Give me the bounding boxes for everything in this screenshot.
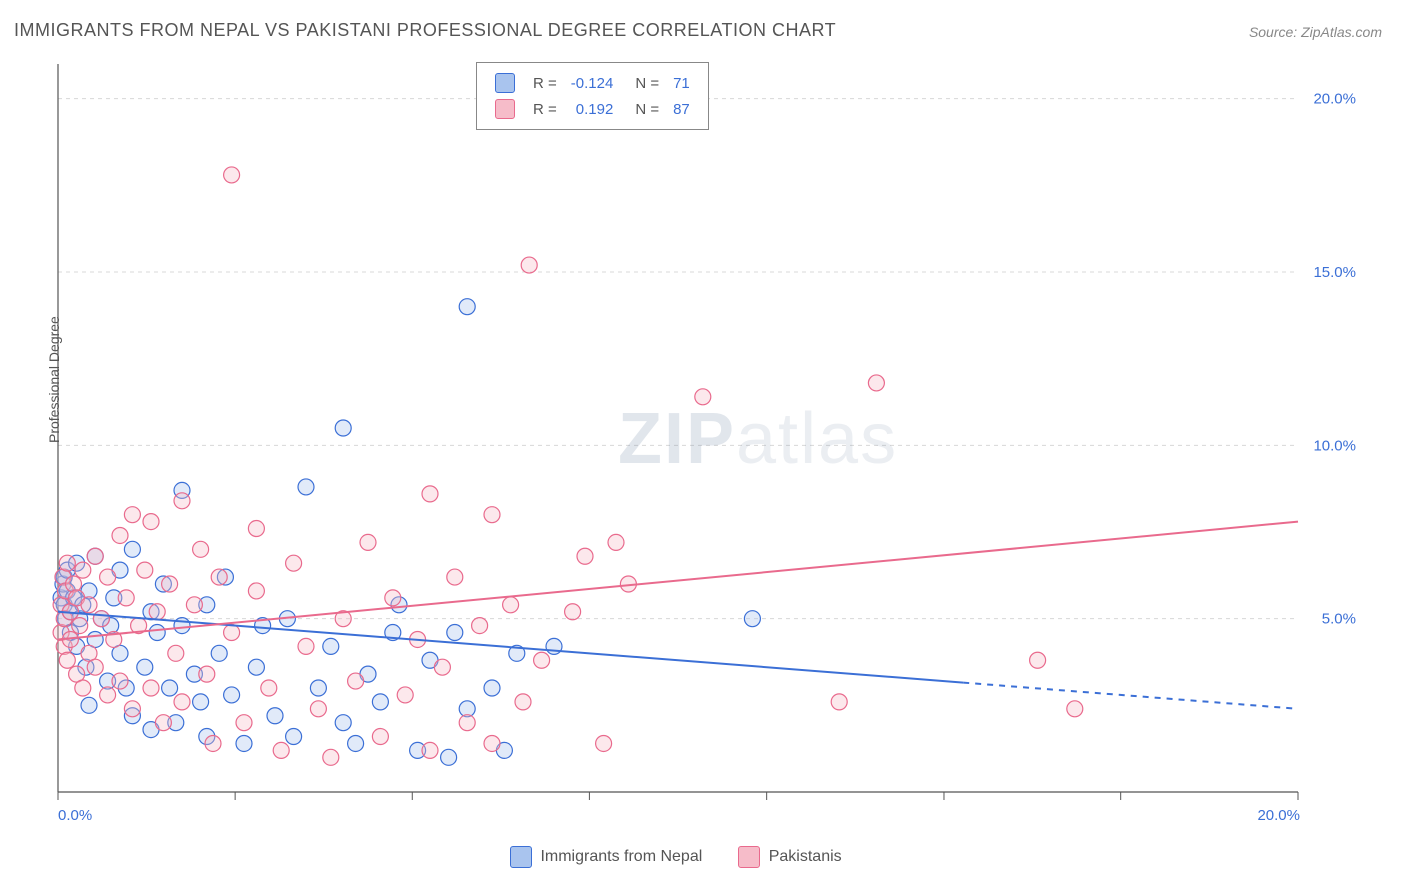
legend-label-pakistani: Pakistanis: [769, 848, 842, 865]
legend-N-value-nepal: 71: [667, 71, 696, 95]
stats-legend: R =-0.124N =71 R =0.192N =87: [476, 62, 709, 130]
y-axis-label: Professional Degree: [46, 316, 62, 443]
legend-swatch-nepal: [495, 73, 515, 93]
legend-R-value-pakistani: 0.192: [565, 97, 620, 121]
svg-text:15.0%: 15.0%: [1313, 264, 1356, 281]
legend-item-pakistani: Pakistanis: [738, 848, 841, 865]
series-legend: Immigrants from Nepal Pakistanis: [510, 846, 878, 868]
svg-text:20.0%: 20.0%: [1257, 807, 1300, 824]
legend-R-value-nepal: -0.124: [565, 71, 620, 95]
chart-title: IMMIGRANTS FROM NEPAL VS PAKISTANI PROFE…: [14, 20, 836, 41]
legend-N-label: N =: [621, 71, 665, 95]
svg-text:20.0%: 20.0%: [1313, 91, 1356, 108]
legend-label-nepal: Immigrants from Nepal: [540, 848, 702, 865]
scatter-chart: 5.0% 10.0% 15.0% 20.0% 0.0% 20.0%: [48, 58, 1368, 828]
legend-swatch-nepal: [510, 846, 532, 868]
legend-R-label: R =: [527, 71, 563, 95]
legend-item-nepal: Immigrants from Nepal: [510, 848, 702, 865]
legend-R-label: R =: [527, 97, 563, 121]
svg-text:10.0%: 10.0%: [1313, 437, 1356, 454]
legend-swatch-pakistani: [495, 99, 515, 119]
source-attribution: Source: ZipAtlas.com: [1249, 24, 1382, 40]
legend-N-value-pakistani: 87: [667, 97, 696, 121]
chart-area: Professional Degree 5.0% 10.0% 15.0% 20.0% 0…: [48, 58, 1368, 828]
svg-text:0.0%: 0.0%: [58, 807, 92, 824]
legend-swatch-pakistani: [738, 846, 760, 868]
legend-N-label: N =: [621, 97, 665, 121]
svg-text:5.0%: 5.0%: [1322, 611, 1356, 628]
